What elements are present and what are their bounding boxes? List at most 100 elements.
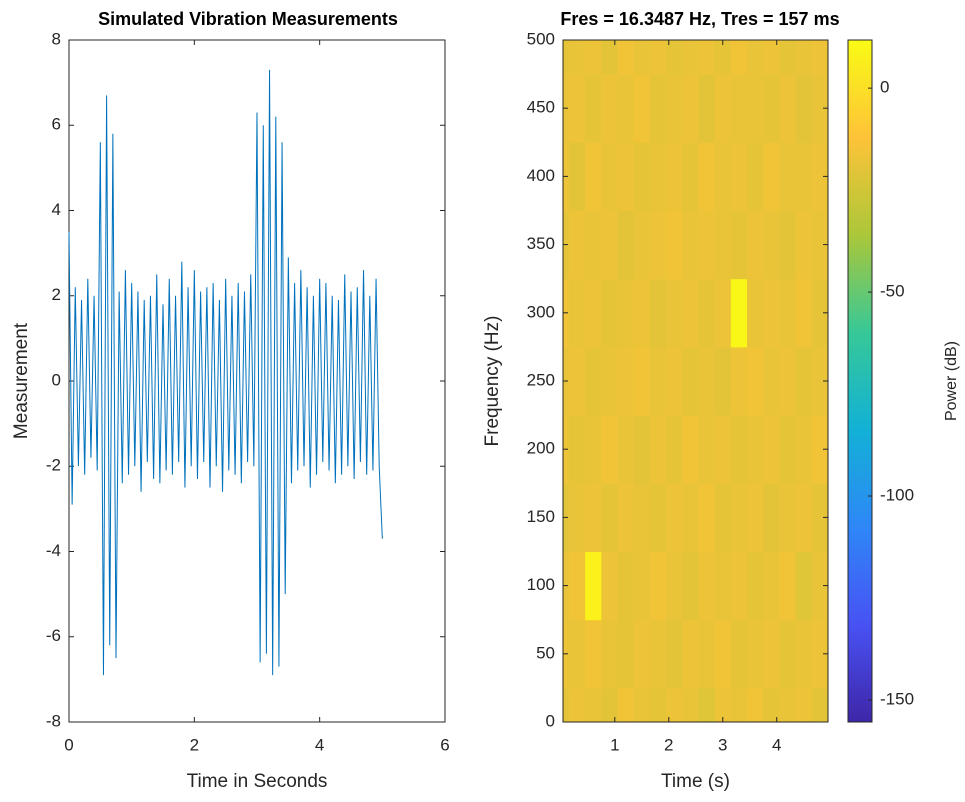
heatmap-cell <box>779 210 797 280</box>
heatmap-cell <box>795 278 813 348</box>
heatmap-cell <box>568 278 586 348</box>
heatmap-cell <box>698 415 716 484</box>
heatmap-cell <box>568 415 586 484</box>
heatmap-cell <box>795 40 813 75</box>
heatmap-cell <box>730 278 748 348</box>
heatmap-cell <box>649 142 667 211</box>
y-tick-label: 0 <box>52 370 61 389</box>
heatmap-cell <box>649 278 667 348</box>
heatmap-cell <box>601 687 619 722</box>
colorbar-tick-label: -50 <box>880 282 905 301</box>
heatmap-cell <box>811 142 828 211</box>
heatmap-cell <box>698 40 716 75</box>
heatmap-cell <box>730 142 748 211</box>
heatmap-cell <box>633 210 651 280</box>
heatmap-cell <box>811 483 828 552</box>
heatmap-cell <box>811 210 828 280</box>
heatmap-cell <box>795 551 813 621</box>
heatmap-cell <box>601 551 619 621</box>
y-tick-label: 8 <box>52 29 61 48</box>
heatmap-cell <box>763 74 780 143</box>
heatmap-cell <box>698 346 716 416</box>
heatmap-cell <box>730 619 748 689</box>
heatmap-cell <box>585 74 602 143</box>
heatmap-cell <box>617 687 635 722</box>
y-tick-label: 400 <box>527 166 555 185</box>
heatmap-cell <box>795 483 813 552</box>
heatmap-cell <box>666 40 683 75</box>
heatmap-cell <box>568 142 586 211</box>
heatmap-cell <box>649 40 667 75</box>
heatmap-cell <box>698 551 716 621</box>
heatmap-cell <box>568 40 586 75</box>
heatmap-cell <box>649 687 667 722</box>
heatmap-cell <box>730 551 748 621</box>
heatmap-cell <box>666 74 683 143</box>
heatmap-cell <box>666 278 683 348</box>
heatmap-cell <box>649 210 667 280</box>
heatmap-cell <box>585 278 602 348</box>
y-axis-label: Frequency (Hz) <box>482 316 503 447</box>
y-tick-label: 100 <box>527 575 555 594</box>
heatmap-cell <box>617 142 635 211</box>
heatmap-cell <box>795 142 813 211</box>
line-series <box>68 69 383 676</box>
heatmap-cell <box>795 210 813 280</box>
heatmap-cell <box>682 142 699 211</box>
heatmap-cell <box>568 551 586 621</box>
heatmap-cell <box>666 142 683 211</box>
heatmap-cell <box>811 687 828 722</box>
heatmap-cell <box>795 74 813 143</box>
y-tick-label: 150 <box>527 507 555 526</box>
x-tick-label: 4 <box>315 735 324 754</box>
heatmap-cell <box>617 619 635 689</box>
heatmap-cell <box>714 551 732 621</box>
heatmap-cell <box>633 278 651 348</box>
heatmap-cell <box>666 415 683 484</box>
heatmap-cell <box>633 40 651 75</box>
heatmap-cell <box>730 74 748 143</box>
heatmap-cell <box>698 210 716 280</box>
y-tick-label: 4 <box>52 200 61 219</box>
heatmap-cell <box>649 483 667 552</box>
heatmap-cell <box>601 415 619 484</box>
heatmap-cell <box>585 415 602 484</box>
heatmap-cell <box>714 415 732 484</box>
heatmap-cell <box>714 346 732 416</box>
heatmap-cell <box>747 40 764 75</box>
heatmap-cell <box>633 687 651 722</box>
heatmap-cell <box>585 619 602 689</box>
y-tick-label: 6 <box>52 115 61 134</box>
x-tick-label: 4 <box>772 735 781 754</box>
heatmap-cell <box>763 415 780 484</box>
heatmap-cell <box>811 40 828 75</box>
y-tick-label: -8 <box>46 711 61 730</box>
heatmap-cell <box>698 687 716 722</box>
x-tick-label: 2 <box>190 735 199 754</box>
heatmap-cell <box>617 74 635 143</box>
heatmap-cell <box>730 40 748 75</box>
heatmap-cell <box>601 74 619 143</box>
heatmap-cell <box>585 687 602 722</box>
heatmap-cell <box>747 74 764 143</box>
colorbar-tick-label: 0 <box>880 78 889 97</box>
heatmap-cell <box>811 346 828 416</box>
heatmap-cell <box>698 278 716 348</box>
heatmap-cell <box>649 551 667 621</box>
heatmap-cell <box>585 210 602 280</box>
heatmap-cell <box>682 346 699 416</box>
y-axis-label: Measurement <box>11 322 32 439</box>
heatmap-cell <box>763 210 780 280</box>
heatmap-cell <box>682 210 699 280</box>
heatmap-cell <box>633 346 651 416</box>
y-tick-label: -4 <box>46 541 61 560</box>
x-axis-label: Time (s) <box>661 771 730 792</box>
chart-title: Fres = 16.3487 Hz, Tres = 157 ms <box>560 9 839 29</box>
heatmap-cell <box>698 619 716 689</box>
heatmap-cell <box>682 483 699 552</box>
heatmap-cell <box>730 483 748 552</box>
heatmap-cell <box>585 142 602 211</box>
heatmap-cell <box>747 415 764 484</box>
y-tick-label: 2 <box>52 285 61 304</box>
